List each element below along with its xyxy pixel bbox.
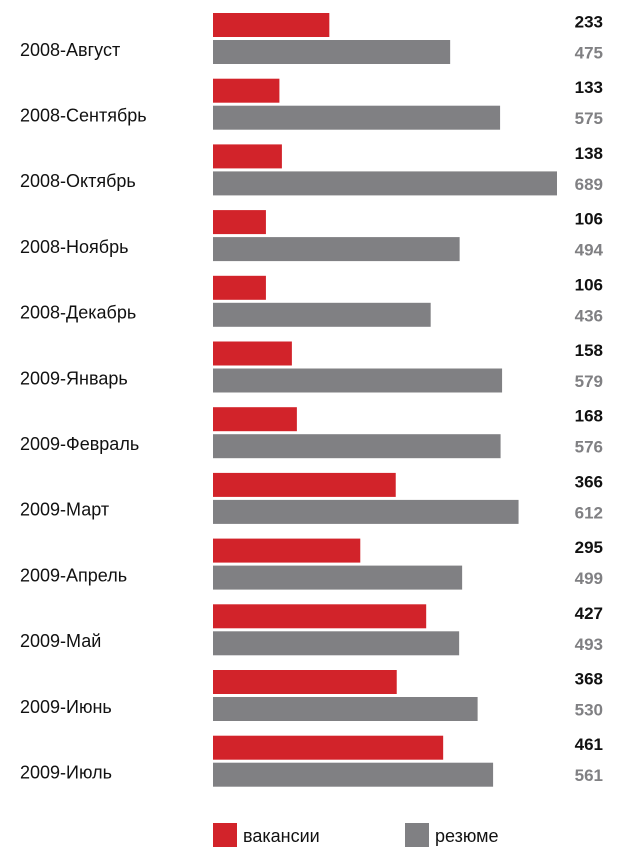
bar <box>213 368 503 393</box>
category-label: 2008-Ноябрь <box>20 237 129 257</box>
bar <box>213 762 494 787</box>
value-label: 168 <box>575 407 603 426</box>
bar <box>213 604 427 629</box>
value-label: 436 <box>575 306 603 325</box>
bar <box>213 302 431 327</box>
value-label: 530 <box>575 700 603 719</box>
value-label: 368 <box>575 669 603 688</box>
value-label: 575 <box>575 109 603 128</box>
bar <box>213 210 266 235</box>
category-label: 2008-Август <box>20 40 120 60</box>
value-label: 427 <box>575 604 603 623</box>
value-label: 689 <box>575 175 603 194</box>
bar <box>213 407 297 432</box>
category-label: 2009-Июль <box>20 762 112 782</box>
value-label: 158 <box>575 341 603 360</box>
value-label: 233 <box>575 12 603 31</box>
value-label: 106 <box>575 275 603 294</box>
bar <box>213 275 266 300</box>
legend-swatch <box>405 823 429 847</box>
bar <box>213 341 292 366</box>
legend-label: вакансии <box>243 826 320 846</box>
bar <box>213 40 451 64</box>
value-label: 493 <box>575 635 603 654</box>
value-label: 133 <box>575 78 603 97</box>
value-label: 366 <box>575 472 603 491</box>
bar <box>213 499 519 524</box>
category-label: 2009-Май <box>20 631 101 651</box>
value-label: 561 <box>575 766 603 785</box>
bar <box>213 697 478 721</box>
bar <box>213 631 460 656</box>
bar <box>213 472 396 497</box>
category-label: 2009-Июнь <box>20 697 112 717</box>
bar <box>213 670 397 694</box>
bar <box>213 237 460 262</box>
value-label: 461 <box>575 735 603 754</box>
category-label: 2009-Январь <box>20 368 128 388</box>
value-label: 106 <box>575 210 603 229</box>
value-label: 579 <box>575 372 603 391</box>
category-label: 2008-Октябрь <box>20 171 136 191</box>
category-label: 2009-Апрель <box>20 565 127 585</box>
bar <box>213 171 557 196</box>
bar <box>213 105 501 130</box>
category-label: 2009-Февраль <box>20 434 139 454</box>
category-label: 2008-Декабрь <box>20 303 136 323</box>
value-label: 612 <box>575 503 603 522</box>
bar <box>213 538 361 563</box>
value-label: 576 <box>575 438 603 457</box>
bar <box>213 565 463 590</box>
value-label: 499 <box>575 569 603 588</box>
value-label: 295 <box>575 538 603 557</box>
bar <box>213 78 280 103</box>
legend-swatch <box>213 823 237 847</box>
category-label: 2009-Март <box>20 500 109 520</box>
bar <box>213 735 444 760</box>
bar <box>213 144 282 169</box>
bar <box>213 13 330 37</box>
value-label: 475 <box>575 43 603 62</box>
category-label: 2008-Сентябрь <box>20 105 147 125</box>
bar <box>213 434 501 459</box>
value-label: 138 <box>575 144 603 163</box>
legend-label: резюме <box>435 826 499 846</box>
value-label: 494 <box>575 241 604 260</box>
